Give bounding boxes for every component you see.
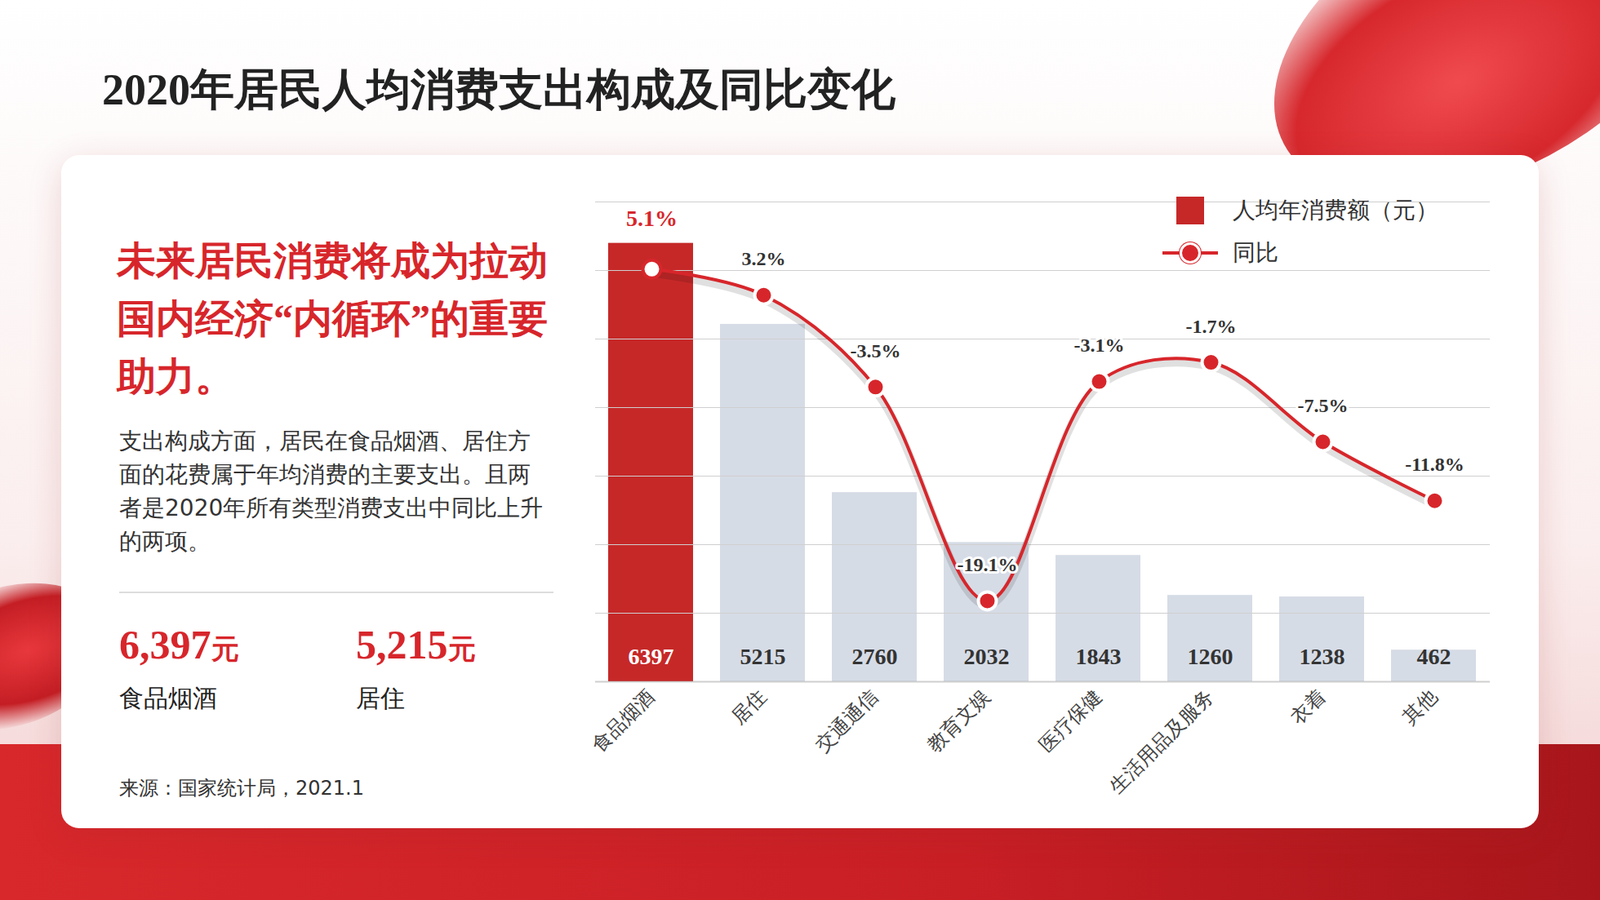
svg-text:其他: 其他: [1397, 684, 1442, 729]
svg-text:-11.8%: -11.8%: [1404, 453, 1465, 476]
svg-text:3.2%: 3.2%: [742, 248, 787, 270]
svg-text:5.1%: 5.1%: [626, 205, 678, 232]
html-text:6,397元: 6,397元: [119, 622, 239, 668]
svg-text:2032: 2032: [964, 644, 1010, 670]
svg-text:食品烟酒: 食品烟酒: [586, 684, 659, 757]
svg-text:1843: 1843: [1075, 644, 1122, 670]
svg-text:-1.7%: -1.7%: [1186, 315, 1237, 338]
html-text:人均年消费额（元）: 人均年消费额（元）: [1232, 196, 1439, 224]
svg-text:交通通信: 交通通信: [810, 684, 883, 757]
svg-text:2760: 2760: [852, 644, 898, 670]
svg-text:衣着: 衣着: [1285, 684, 1330, 729]
svg-text:1238: 1238: [1299, 644, 1346, 670]
html-text:2020年居民人均消费支出构成及同比变化: 2020年居民人均消费支出构成及同比变化: [102, 65, 896, 115]
html-text:居住: 居住: [355, 684, 405, 713]
html-text:支出构成方面，居民在食品烟酒、居住方面的花费属于年均消费的主: 支出构成方面，居民在食品烟酒、居住方面的花费属于年均消费的主要支出。且两者是20…: [119, 427, 544, 556]
svg-text:生活用品及服务: 生活用品及服务: [1105, 684, 1219, 799]
svg-text:-7.5%: -7.5%: [1297, 395, 1349, 417]
html-text:同比: 同比: [1232, 239, 1279, 267]
svg-text:5215: 5215: [740, 644, 787, 670]
svg-text:462: 462: [1417, 644, 1452, 670]
html-text:食品烟酒: 食品烟酒: [119, 684, 218, 713]
svg-text:医疗保健: 医疗保健: [1034, 684, 1107, 757]
svg-text:教育文娱: 教育文娱: [922, 684, 995, 757]
html-text:未来居民消费将成为拉动国内经济“内循环”的重要助力。: 未来居民消费将成为拉动国内经济“内循环”的重要助力。: [116, 239, 548, 399]
svg-text:-3.1%: -3.1%: [1074, 334, 1125, 356]
html-text:5,215元: 5,215元: [355, 622, 476, 668]
svg-text:居住: 居住: [726, 684, 771, 729]
svg-text:-19.1%: -19.1%: [957, 554, 1018, 576]
svg-text:1260: 1260: [1187, 644, 1234, 670]
html-text:来源：国家统计局，2021.1: 来源：国家统计局，2021.1: [119, 777, 365, 800]
svg-text:6397: 6397: [628, 644, 675, 670]
svg-text:-3.5%: -3.5%: [850, 340, 902, 362]
